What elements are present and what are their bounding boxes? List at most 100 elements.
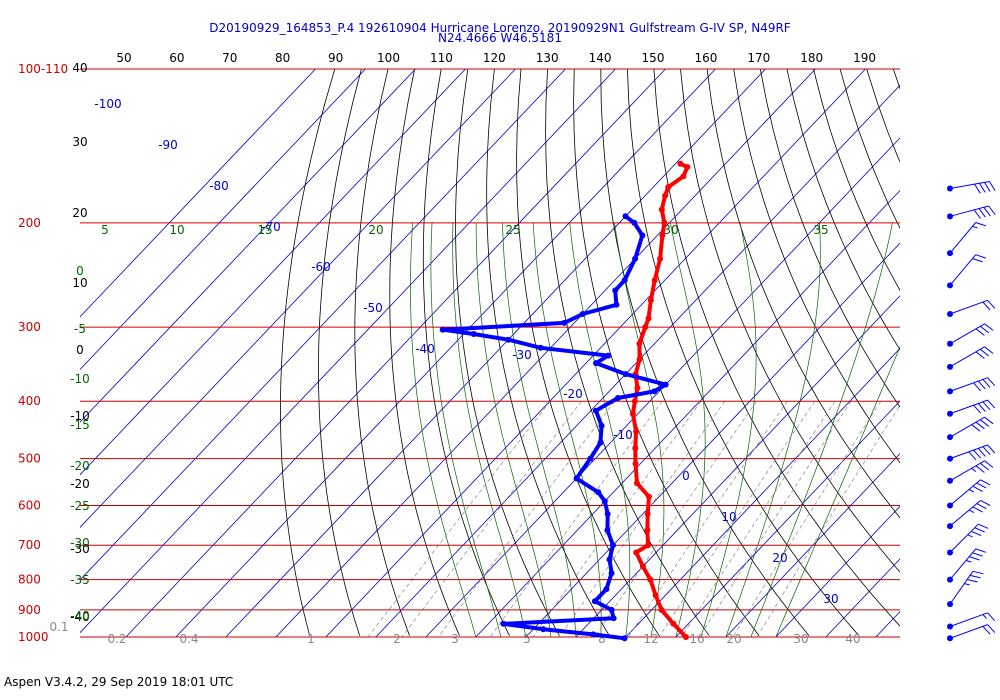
dry-adiabat-line bbox=[600, 69, 810, 636]
wind-barb-dot bbox=[947, 477, 953, 484]
wind-barb-flag bbox=[973, 209, 981, 219]
top-axis-label: 180 bbox=[800, 51, 823, 65]
wind-barb-flag bbox=[972, 258, 983, 263]
dry-adiabat-line bbox=[653, 69, 900, 627]
moist-adiabat-left-label: -10 bbox=[70, 372, 90, 386]
wind-barb-layer bbox=[947, 181, 996, 642]
wind-barb-flag bbox=[980, 499, 991, 506]
wind-barb-flag bbox=[979, 419, 990, 427]
wind-barb-staff bbox=[949, 181, 990, 189]
wind-barb-flag bbox=[975, 465, 985, 473]
wind-barb-dot bbox=[947, 250, 953, 257]
isotherm-line bbox=[425, 137, 900, 638]
wind-barb-staff bbox=[949, 571, 974, 605]
isotherm-label: -30 bbox=[512, 348, 532, 362]
mixing-ratio-label: 12 bbox=[643, 632, 658, 646]
wind-barb-flag bbox=[975, 254, 987, 259]
dry-adiabat-line bbox=[813, 69, 900, 292]
profile-layer bbox=[439, 160, 691, 642]
isotherm-line bbox=[675, 400, 900, 638]
isotherm-line bbox=[225, 69, 766, 638]
wind-barb-staff bbox=[949, 500, 981, 527]
wind-barb-dot bbox=[947, 455, 953, 462]
moist-adiabat-label: 20 bbox=[368, 223, 383, 237]
top-axis-label: 120 bbox=[483, 51, 506, 65]
dry-adiabat-line bbox=[545, 69, 710, 636]
mixing-ratio-line bbox=[628, 401, 788, 638]
isotherm-line bbox=[625, 347, 900, 638]
isotherm-line bbox=[80, 69, 566, 581]
wind-barb bbox=[947, 399, 996, 417]
wind-barb-flag bbox=[972, 570, 984, 575]
top-axis-label: 160 bbox=[694, 51, 717, 65]
top-axis-label: 140 bbox=[589, 51, 612, 65]
isotherm-label: 0 bbox=[682, 469, 690, 483]
wind-barb-dot bbox=[947, 623, 953, 630]
isotherm-label: -70 bbox=[261, 220, 281, 234]
wind-barb-flag bbox=[982, 401, 991, 411]
isotherm-line bbox=[80, 69, 466, 476]
moist-adiabat-line bbox=[430, 222, 502, 638]
wind-barb bbox=[947, 222, 987, 257]
height-label: 0 bbox=[76, 343, 84, 357]
wind-barb-staff bbox=[949, 479, 981, 506]
wind-barb-flag bbox=[987, 612, 996, 622]
wind-barb-half-flag bbox=[982, 614, 987, 619]
wind-barb-flag bbox=[972, 552, 983, 557]
pressure-label: 400 bbox=[18, 394, 41, 408]
wind-barb-flag bbox=[974, 527, 985, 533]
moist-adiabat-label: 35 bbox=[813, 223, 828, 237]
dry-adiabat-line bbox=[389, 69, 460, 636]
mixing-ratio-label: 16 bbox=[689, 632, 704, 646]
wind-barb-flag bbox=[977, 448, 986, 457]
wind-barb-half-flag bbox=[965, 559, 972, 563]
grid-layer bbox=[80, 69, 900, 638]
wind-barb-dot bbox=[947, 363, 953, 370]
dry-adiabat-line bbox=[516, 69, 660, 636]
isotherm-line bbox=[475, 189, 900, 638]
height-label: 20 bbox=[72, 206, 87, 220]
wind-barb-flag bbox=[987, 624, 996, 633]
wind-barb-flag bbox=[977, 380, 986, 390]
pressure-label: 800 bbox=[18, 573, 41, 587]
wind-barb-staff bbox=[949, 323, 985, 345]
isotherm-line bbox=[725, 453, 900, 638]
moist-adiabat-line bbox=[532, 222, 602, 637]
wind-barb-staff bbox=[949, 399, 988, 415]
wind-barb-dot bbox=[947, 185, 953, 192]
wind-barb bbox=[947, 612, 996, 630]
wind-barb-flag bbox=[973, 449, 982, 459]
wind-barb bbox=[947, 479, 991, 509]
wind-barb bbox=[947, 624, 996, 642]
isotherm-line bbox=[80, 69, 516, 528]
isotherm-label: -100 bbox=[94, 97, 121, 111]
moist-adiabat-label: 25 bbox=[505, 223, 520, 237]
mixing-ratio-label: 20 bbox=[726, 632, 741, 646]
isotherm-label: 10 bbox=[721, 510, 736, 524]
top-axis-label: 90 bbox=[328, 51, 343, 65]
moist-adiabat-left-label: 0 bbox=[76, 264, 84, 278]
isotherm-line bbox=[80, 69, 366, 371]
wind-barb bbox=[947, 416, 994, 441]
wind-barb-flag bbox=[984, 416, 994, 425]
wind-barb-flag bbox=[969, 574, 981, 579]
isotherm-line bbox=[775, 505, 900, 638]
wind-barb bbox=[947, 570, 984, 608]
wind-barb-half-flag bbox=[968, 509, 975, 514]
moist-adiabat-line bbox=[410, 222, 477, 638]
pressure-label: 100-110 bbox=[18, 62, 68, 76]
isotherm-line bbox=[525, 242, 900, 638]
top-axis-label: 100 bbox=[377, 51, 400, 65]
mixing-ratio-line bbox=[681, 401, 836, 638]
wind-barb-staff bbox=[949, 205, 989, 217]
top-axis-label: 190 bbox=[853, 51, 876, 65]
wind-barb-flag bbox=[972, 485, 983, 492]
wind-barb bbox=[947, 444, 996, 462]
wind-barb-dot bbox=[947, 576, 953, 583]
wind-barb-flag bbox=[982, 301, 991, 311]
top-axis-label: 50 bbox=[116, 51, 131, 65]
wind-barb-flag bbox=[982, 379, 991, 388]
moist-adiabat-left-label: -35 bbox=[70, 573, 90, 587]
